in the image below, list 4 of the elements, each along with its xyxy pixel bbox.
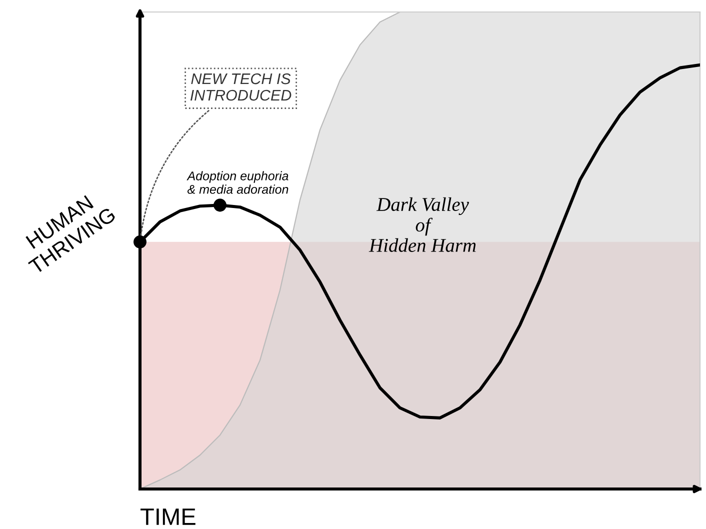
annotation: Dark Valley of Hidden Harm: [368, 197, 476, 252]
annotation: Adoption euphoria & media adoration: [186, 171, 288, 194]
x-axis-title: TIME: [140, 508, 196, 525]
annotation: NEW TECH IS INTRODUCED: [190, 73, 292, 101]
